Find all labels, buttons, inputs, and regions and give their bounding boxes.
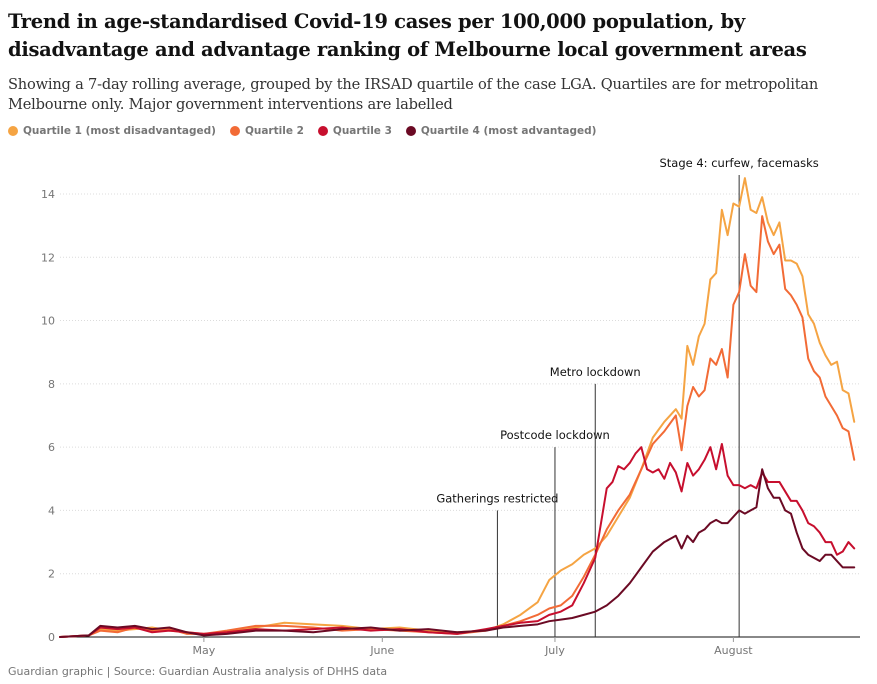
- annotation-label-3: Metro lockdown: [550, 365, 641, 379]
- x-tick-label-june: June: [369, 644, 394, 657]
- series-line-quartile-4: [59, 468, 856, 638]
- y-tick-label-0: 0: [48, 631, 55, 644]
- legend-swatch-quartile-3: [317, 126, 328, 136]
- annotation-label-1: Gatherings restricted: [436, 491, 558, 505]
- legend-swatch-quartile-4: [405, 126, 416, 136]
- y-tick-label-8: 8: [48, 378, 55, 391]
- legend-item-quartile-2: Quartile 2: [229, 125, 304, 137]
- x-tick-label-may: May: [193, 644, 216, 657]
- legend-item-quartile-4: Quartile 4 (most advantaged): [405, 125, 597, 137]
- y-tick-label-12: 12: [41, 251, 55, 264]
- legend-item-quartile-1: Quartile 1 (most disadvantaged): [8, 125, 216, 137]
- legend-swatch-quartile-1: [8, 126, 18, 136]
- x-tick-label-july: July: [544, 644, 565, 657]
- legend-label-quartile-2: Quartile 2: [244, 125, 304, 137]
- legend-label-quartile-3: Quartile 3: [332, 125, 392, 137]
- chart-title: Trend in age-standardised Covid-19 cases…: [8, 10, 807, 61]
- source-footer: Guardian graphic | Source: Guardian Aust…: [8, 665, 388, 678]
- legend-item-quartile-3: Quartile 3: [317, 125, 392, 137]
- y-tick-label-10: 10: [41, 315, 55, 328]
- legend: Quartile 1 (most disadvantaged) Quartile…: [8, 125, 596, 137]
- series-line-quartile-1: [59, 177, 856, 638]
- x-tick-label-august: August: [714, 644, 753, 657]
- y-tick-label-14: 14: [41, 188, 55, 201]
- annotation-label-2: Postcode lockdown: [500, 428, 610, 442]
- series-line-quartile-2: [59, 215, 856, 638]
- y-tick-label-6: 6: [48, 441, 55, 454]
- annotation-label-4: Stage 4: curfew, facemasks: [659, 156, 818, 170]
- y-tick-label-4: 4: [48, 504, 55, 517]
- legend-label-quartile-4: Quartile 4 (most advantaged): [420, 125, 597, 137]
- chart-subtitle: Showing a 7-day rolling average, grouped…: [8, 76, 819, 113]
- series-line-quartile-3: [59, 442, 856, 638]
- legend-swatch-quartile-2: [229, 126, 240, 136]
- y-tick-label-2: 2: [48, 568, 55, 581]
- legend-label-quartile-1: Quartile 1 (most disadvantaged): [23, 125, 216, 137]
